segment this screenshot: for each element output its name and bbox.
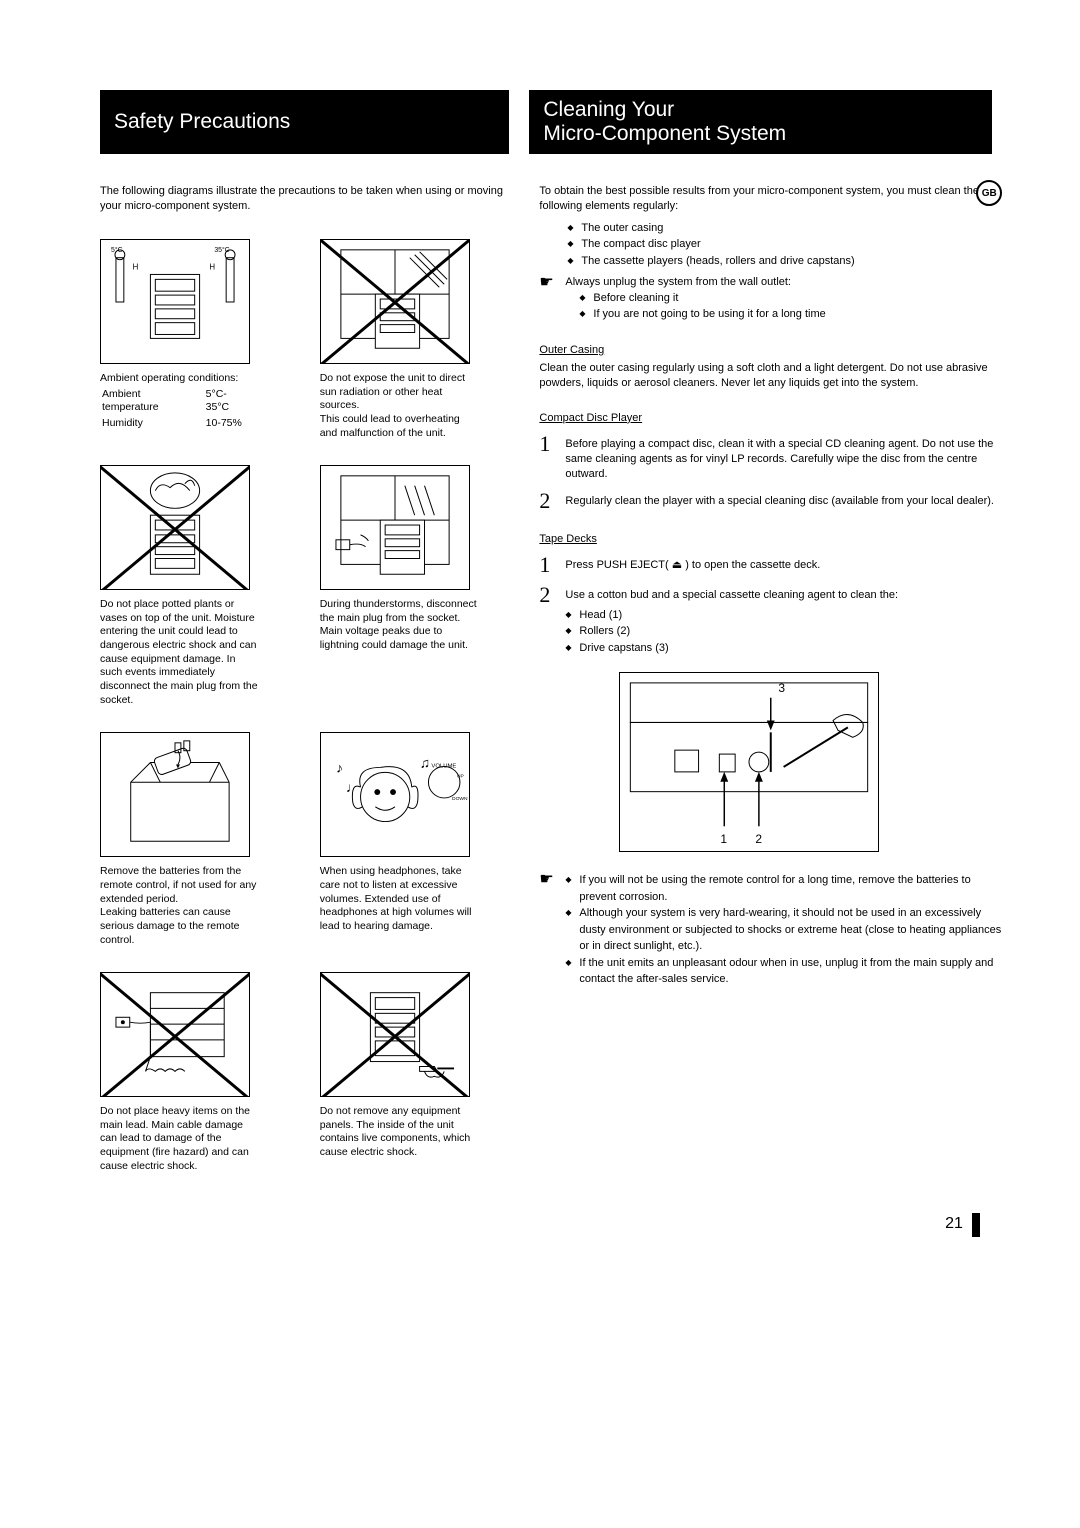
precaution-illustration	[320, 239, 470, 364]
final-bullets: If you will not be using the remote cont…	[565, 872, 1002, 988]
precaution-caption: Do not place heavy items on the main lea…	[100, 1105, 260, 1173]
precaution-caption: Do not place potted plants or vases on t…	[100, 598, 260, 707]
bullet-item: Although your system is very hard-wearin…	[565, 905, 1002, 955]
header-safety: Safety Precautions	[100, 90, 509, 154]
bullet-item: If you are not going to be using it for …	[579, 306, 1002, 323]
outer-casing-text: Clean the outer casing regularly using a…	[539, 361, 1002, 391]
svg-text:DOWN: DOWN	[452, 796, 468, 802]
precaution-caption: Do not expose the unit to direct sun rad…	[320, 372, 480, 440]
precaution-caption: During thunderstorms, disconnect the mai…	[320, 598, 480, 653]
cleaning-intro-bullets: The outer casingThe compact disc playerT…	[539, 220, 1002, 270]
svg-text:VOLUME: VOLUME	[431, 764, 456, 770]
diagram-label-3: 3	[778, 681, 785, 697]
bullet-item: The outer casing	[567, 220, 1002, 237]
bullet-item: If you will not be using the remote cont…	[565, 872, 1002, 905]
bullet-item: Before cleaning it	[579, 290, 1002, 307]
precaution-illustration	[100, 972, 250, 1097]
tape-step-2: 2 Use a cotton bud and a special cassett…	[539, 584, 1002, 656]
step-number: 1	[539, 433, 565, 482]
safety-column: The following diagrams illustrate the pr…	[100, 184, 509, 1173]
cleaning-intro: To obtain the best possible results from…	[539, 184, 1002, 214]
diagram-label-1: 1	[720, 832, 727, 848]
outer-casing-title: Outer Casing	[539, 343, 1002, 357]
unplug-text: Always unplug the system from the wall o…	[565, 275, 1002, 289]
svg-text:♪: ♪	[336, 761, 343, 776]
precaution-caption: When using headphones, take care not to …	[320, 865, 480, 933]
hand-icon: ☛	[539, 872, 565, 988]
precaution-illustration	[100, 465, 250, 590]
header-right-l2: Micro-Component System	[543, 122, 978, 146]
precaution-caption: Remove the batteries from the remote con…	[100, 865, 260, 947]
svg-text:♩: ♩	[345, 780, 359, 795]
tape-clean-bullets: Head (1)Rollers (2)Drive capstans (3)	[565, 607, 1002, 657]
cd-player-title: Compact Disc Player	[539, 411, 1002, 425]
bullet-item: Rollers (2)	[565, 623, 1002, 640]
svg-text:UP: UP	[457, 774, 465, 780]
header-left-text: Safety Precautions	[114, 110, 495, 134]
hand-icon: ☛	[539, 275, 565, 322]
precaution-item: Do not expose the unit to direct sun rad…	[320, 239, 510, 440]
final-notes: ☛ If you will not be using the remote co…	[539, 872, 1002, 988]
safety-intro: The following diagrams illustrate the pr…	[100, 184, 509, 214]
precaution-item: During thunderstorms, disconnect the mai…	[320, 465, 510, 707]
unplug-bullets: Before cleaning itIf you are not going t…	[565, 290, 1002, 323]
bullet-item: Head (1)	[565, 607, 1002, 624]
step-number: 1	[539, 554, 565, 576]
precaution-illustration	[100, 732, 250, 857]
tape-step2-text: Use a cotton bud and a special cassette …	[565, 589, 898, 601]
bullet-item: Drive capstans (3)	[565, 640, 1002, 657]
cd-step: 2Regularly clean the player with a speci…	[539, 490, 1002, 512]
page-footer: 21	[100, 1213, 990, 1237]
page-bar-icon	[972, 1213, 980, 1237]
precaution-item: Remove the batteries from the remote con…	[100, 732, 290, 947]
precaution-item: Do not place potted plants or vases on t…	[100, 465, 290, 707]
cd-step: 1Before playing a compact disc, clean it…	[539, 433, 1002, 482]
step-number: 2	[539, 490, 565, 512]
precaution-item: Do not remove any equipment panels. The …	[320, 972, 510, 1173]
precaution-item: ♪♩ ♫VOLUMEUP DOWN When using headphones, ta…	[320, 732, 510, 947]
precaution-illustration	[320, 465, 470, 590]
precaution-item: 5°C 35°C H H Ambient operating conditions:Am…	[100, 239, 290, 440]
step-number: 2	[539, 584, 565, 656]
step-text: Regularly clean the player with a specia…	[565, 490, 1002, 512]
bullet-item: If the unit emits an unpleasant odour wh…	[565, 955, 1002, 988]
tape-step1-text: Press PUSH EJECT( ⏏ ) to open the casset…	[565, 554, 1002, 576]
tape-heads-diagram: 3 1 2	[619, 672, 879, 852]
bullet-item: The cassette players (heads, rollers and…	[567, 253, 1002, 270]
cleaning-column: GB To obtain the best possible results f…	[539, 184, 1002, 1173]
svg-text:H: H	[133, 262, 139, 271]
diagram-label-2: 2	[755, 832, 762, 848]
svg-text:35°C: 35°C	[214, 246, 229, 254]
page-headers: Safety Precautions Cleaning Your Micro-C…	[100, 90, 990, 154]
precaution-item: Do not place heavy items on the main lea…	[100, 972, 290, 1173]
precaution-illustration: ♪♩ ♫VOLUMEUP DOWN	[320, 732, 470, 857]
header-cleaning: Cleaning Your Micro-Component System	[529, 90, 992, 154]
step-text: Before playing a compact disc, clean it …	[565, 433, 1002, 482]
precaution-illustration: 5°C 35°C H H	[100, 239, 250, 364]
precaution-caption: Ambient operating conditions:Ambient tem…	[100, 372, 260, 433]
precaution-illustration	[320, 972, 470, 1097]
bullet-item: The compact disc player	[567, 236, 1002, 253]
svg-text:5°C: 5°C	[111, 246, 123, 254]
header-right-l1: Cleaning Your	[543, 98, 978, 122]
unplug-warning: ☛ Always unplug the system from the wall…	[539, 275, 1002, 322]
tape-step-1: 1 Press PUSH EJECT( ⏏ ) to open the cass…	[539, 554, 1002, 576]
tape-decks-title: Tape Decks	[539, 532, 1002, 546]
svg-text:H: H	[209, 262, 215, 271]
svg-text:♫: ♫	[419, 756, 429, 771]
precaution-caption: Do not remove any equipment panels. The …	[320, 1105, 480, 1160]
page-number: 21	[945, 1215, 963, 1232]
